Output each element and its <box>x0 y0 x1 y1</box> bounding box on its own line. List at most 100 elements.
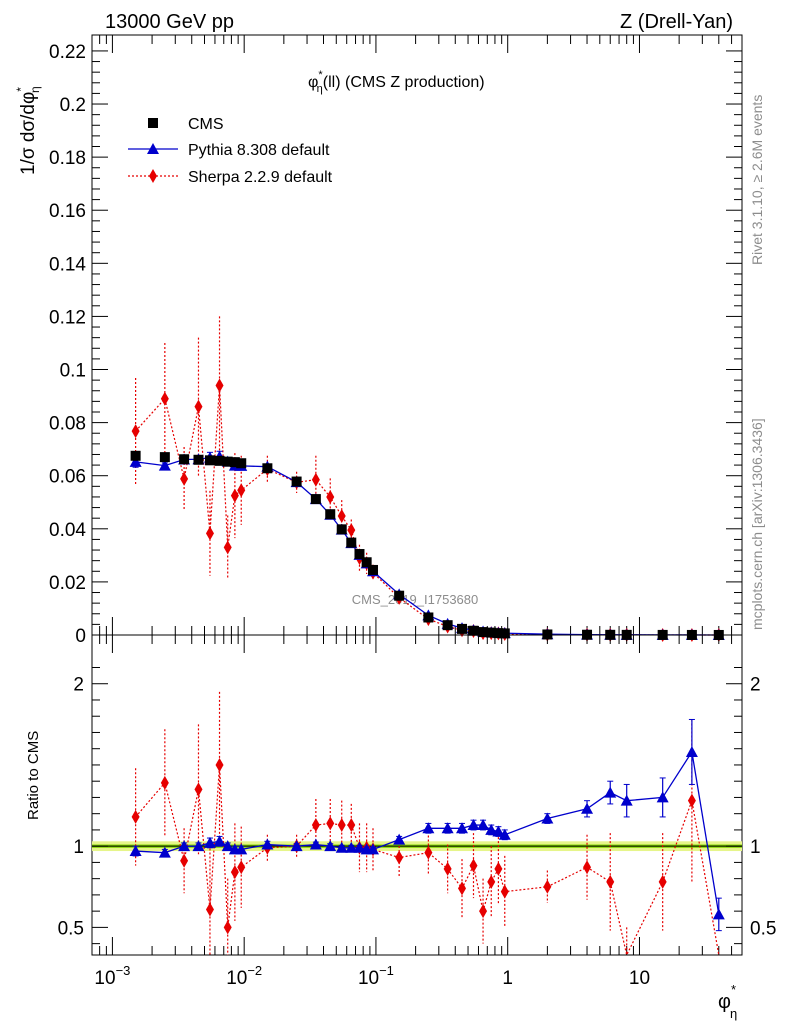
ratio-sherpa-point <box>500 884 509 899</box>
ratio-pythia-point <box>712 908 725 920</box>
cms-point <box>214 455 225 466</box>
ratio-pythia-point <box>158 846 171 858</box>
x-tick-label: 10−2 <box>226 963 262 989</box>
cms-point <box>336 524 347 535</box>
ratio-sherpa-point <box>458 881 467 896</box>
x-tick-label: 10 <box>629 968 650 989</box>
main-panel: 0 0.02 0.04 0.06 0.08 0.1 0.12 0.14 0.16 0.18 0.2 0… <box>14 34 743 647</box>
x-tick-label: 10−1 <box>358 963 394 989</box>
main-y-tick-label: 0.06 <box>49 467 86 488</box>
pythia-point <box>129 455 142 467</box>
main-x-ticks <box>91 35 743 635</box>
main-y-ticks: 0 0.02 0.04 0.06 0.08 0.1 0.12 0.14 0.16 0.18 0.2 0… <box>49 42 742 647</box>
ratio-pythia-point <box>485 823 498 835</box>
ratio-sherpa-point <box>583 860 592 875</box>
sherpa-point <box>311 472 320 487</box>
ratio-sherpa-line <box>135 764 720 957</box>
main-y-tick-label: 0.02 <box>49 573 86 594</box>
ratio-sherpa-point <box>687 793 696 808</box>
sherpa-point <box>205 526 214 541</box>
ratio-pythia-point <box>498 828 511 840</box>
ratio-sherpa-point <box>543 879 552 894</box>
x-axis-label-sub: η <box>730 1006 737 1021</box>
main-y-tick-label: 0.08 <box>49 414 86 435</box>
ratio-y-ticks: 0.5 0.5 1 1 2 2 <box>58 666 776 945</box>
main-y-tick-label: 0.12 <box>49 307 86 328</box>
main-y-label: 1/σ dσ/dφ*η <box>14 86 42 175</box>
sherpa-point <box>337 509 346 524</box>
ratio-sherpa-point <box>494 861 503 876</box>
cms-point <box>542 629 553 640</box>
x-axis-label: φ* η <box>718 982 737 1021</box>
sherpa-point <box>223 540 232 555</box>
cms-point <box>423 612 434 623</box>
legend-sherpa-marker <box>149 169 157 183</box>
ratio-pythia-point <box>335 841 348 853</box>
cms-point <box>346 537 357 548</box>
ratio-pythia-point <box>393 833 406 845</box>
cms-point <box>291 476 302 487</box>
sherpa-point <box>326 489 335 504</box>
cms-point <box>486 627 497 638</box>
ratio-pythia-point <box>261 838 274 850</box>
ratio-pythia-point <box>581 802 594 814</box>
ratio-sherpa-point <box>180 853 189 868</box>
ratio-pythia-point <box>467 819 480 831</box>
ratio-sherpa-point <box>311 818 320 833</box>
legend: CMS Pythia 8.308 default Sherpa 2.2.9 de… <box>128 116 333 186</box>
ratio-pythia-point <box>221 840 234 852</box>
plot-title-sub: η <box>317 83 323 95</box>
sherpa-point <box>230 488 239 503</box>
pythia-point <box>158 459 171 471</box>
x-tick-label: 1 <box>502 968 513 989</box>
ratio-sherpa-point <box>337 818 346 833</box>
ratio-pythia-point <box>604 786 617 798</box>
cms-point <box>325 509 336 520</box>
ratio-pythia-point <box>492 825 505 837</box>
header-right: Z (Drell-Yan) <box>620 11 733 33</box>
cms-point <box>493 628 504 639</box>
cms-point <box>159 452 170 463</box>
sherpa-point <box>194 399 203 414</box>
cms-point <box>499 628 510 639</box>
ratio-sherpa-point <box>194 782 203 797</box>
legend-cms-marker <box>148 118 158 128</box>
x-axis-label-sup: * <box>731 982 736 997</box>
watermark: CMS_2019_I1753680 <box>352 592 479 607</box>
cms-point <box>222 456 233 467</box>
cms-point <box>394 590 405 601</box>
plot-title: φ* η(ll) (CMS Z production) <box>308 69 485 95</box>
ratio-y-tick-label-right: 2 <box>750 675 761 696</box>
main-y-tick-label: 0.04 <box>49 520 86 541</box>
ratio-panel: 0.5 0.51 12 2 10−3 10−2 10−1 1 10 Ratio to CMS … <box>25 634 776 1021</box>
ratio-y-tick-label-right: 0.5 <box>750 918 776 939</box>
ratio-sherpa-series <box>131 691 720 957</box>
plot-title-sup: * <box>318 69 323 81</box>
pythia-line <box>135 455 719 636</box>
ratio-sherpa-point <box>326 816 335 831</box>
ratio-pythia-point <box>213 835 226 847</box>
ratio-y-tick-label: 1 <box>73 837 84 858</box>
ratio-pythia-point <box>324 840 337 852</box>
x-tick-label: 10−3 <box>94 963 130 989</box>
sherpa-point <box>237 483 246 498</box>
ratio-pythia-point <box>422 822 435 834</box>
ratio-pythia-point <box>441 822 454 834</box>
ratio-panel-frame <box>91 634 743 956</box>
ratio-pythia-point <box>656 791 669 803</box>
ratio-sherpa-point <box>395 850 404 865</box>
legend-sherpa-label: Sherpa 2.2.9 default <box>188 169 333 186</box>
cms-point <box>236 458 247 469</box>
ratio-sherpa-point <box>205 902 214 917</box>
ratio-sherpa-point <box>479 904 488 919</box>
ratio-sherpa-point <box>606 874 615 889</box>
ratio-pythia-point <box>685 745 698 757</box>
sherpa-point <box>131 424 140 439</box>
ratio-sherpa-point <box>131 809 140 824</box>
header-left: 13000 GeV pp <box>105 11 234 33</box>
ratio-pythia-point <box>203 836 216 848</box>
ratio-sherpa-point <box>487 874 496 889</box>
sherpa-point <box>180 471 189 486</box>
cms-point <box>204 455 215 466</box>
